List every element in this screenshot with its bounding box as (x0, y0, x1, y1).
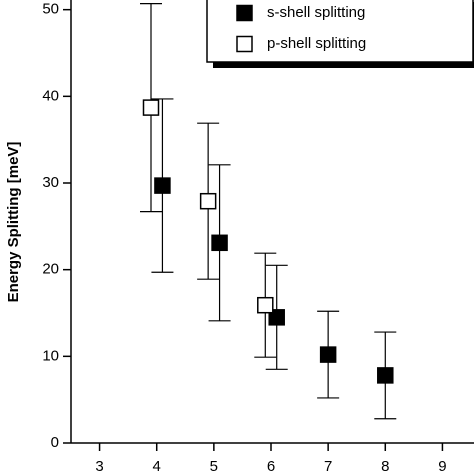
y-tick-label: 20 (42, 261, 59, 278)
marker (268, 309, 285, 326)
y-axis-label: Energy Splitting [meV] (5, 142, 22, 303)
legend-label: s-shell splitting (267, 4, 365, 21)
x-tick-label: 5 (210, 458, 218, 474)
marker (199, 192, 217, 210)
x-tick-label: 8 (381, 458, 389, 474)
legend-marker (236, 35, 253, 53)
x-tick-label: 7 (324, 458, 332, 474)
y-tick-label: 30 (42, 174, 59, 191)
legend-marker (236, 4, 253, 22)
x-tick-label: 4 (153, 458, 161, 474)
x-tick-label: 9 (438, 458, 446, 474)
y-tick-label: 10 (42, 347, 59, 364)
y-tick-label: 50 (42, 1, 59, 18)
marker (257, 296, 274, 314)
y-tick-label: 0 (51, 434, 59, 451)
marker (211, 234, 228, 252)
marker (142, 99, 160, 116)
marker (377, 367, 394, 384)
x-tick-label: 3 (95, 458, 103, 474)
marker (319, 346, 337, 363)
x-tick-label: 6 (267, 458, 275, 474)
legend-label: p-shell splitting (267, 35, 366, 52)
marker (154, 177, 171, 194)
y-tick-label: 40 (42, 87, 59, 104)
